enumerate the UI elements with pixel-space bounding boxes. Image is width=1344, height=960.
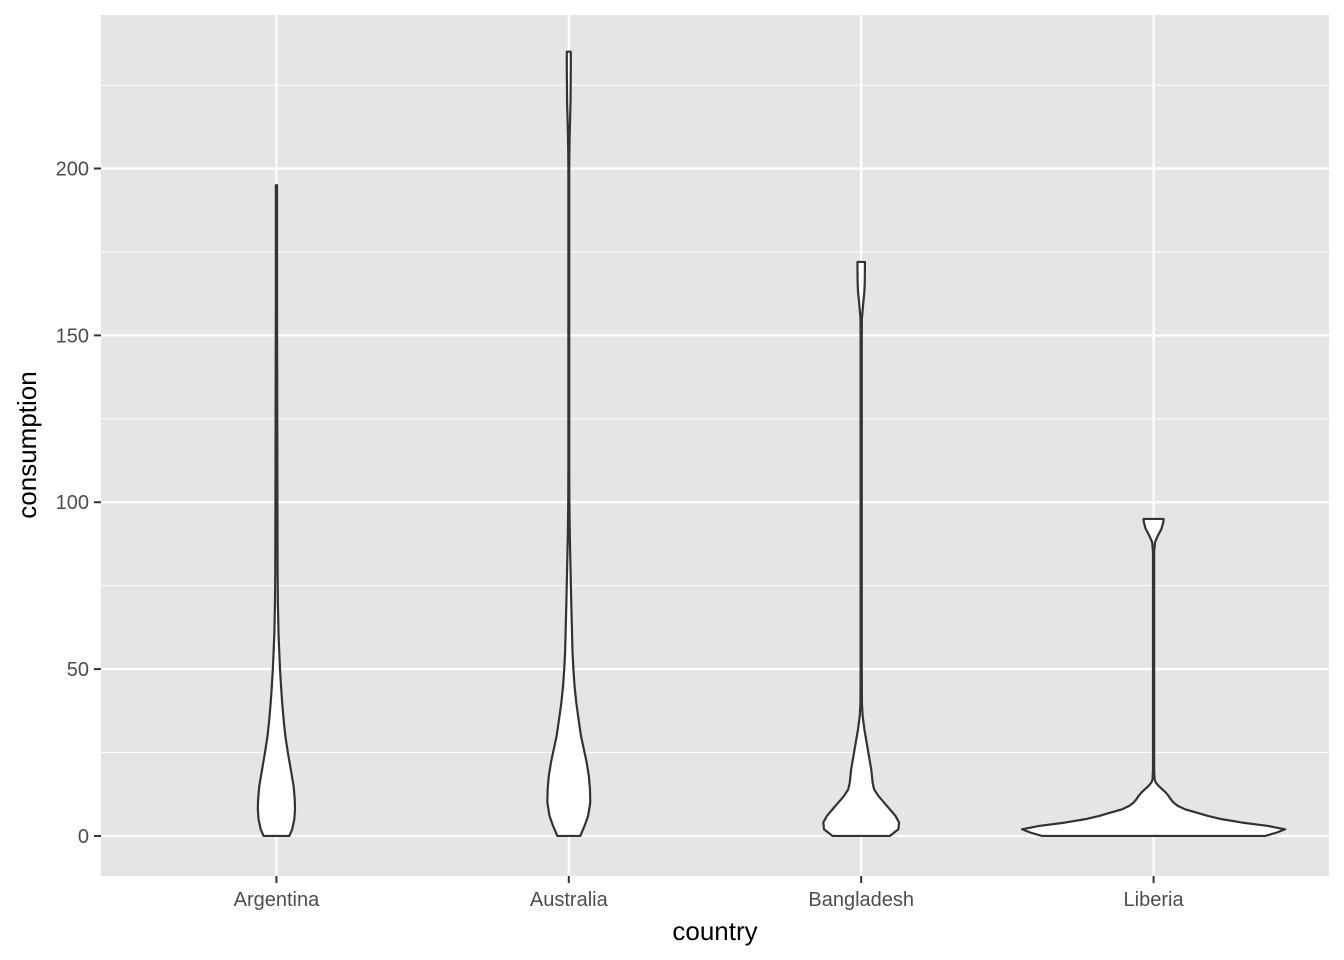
violins-layer — [256, 50, 1287, 838]
minor-gridlines — [101, 84, 1329, 754]
violin-australia — [546, 50, 592, 838]
violin-liberia — [1020, 517, 1287, 838]
y-tick-label: 0 — [78, 826, 89, 848]
plot-panel — [101, 15, 1329, 876]
x-tick-label: Argentina — [234, 889, 320, 911]
y-axis-title: consumption — [12, 371, 42, 518]
x-tick-label: Bangladesh — [808, 889, 914, 911]
y-axis: 0 50 100 150 200 — [56, 159, 101, 848]
y-tick-label: 100 — [56, 492, 89, 514]
x-axis: Argentina Australia Bangladesh Liberia — [234, 876, 1185, 911]
y-tick-label: 50 — [67, 659, 89, 681]
y-tick-label: 200 — [56, 159, 89, 181]
y-tick-label: 150 — [56, 325, 89, 347]
violin-bangladesh — [822, 260, 901, 838]
x-tick-label: Liberia — [1124, 889, 1185, 911]
x-tick-label: Australia — [530, 889, 609, 911]
x-axis-title: country — [672, 916, 757, 946]
violin-argentina — [256, 184, 297, 838]
